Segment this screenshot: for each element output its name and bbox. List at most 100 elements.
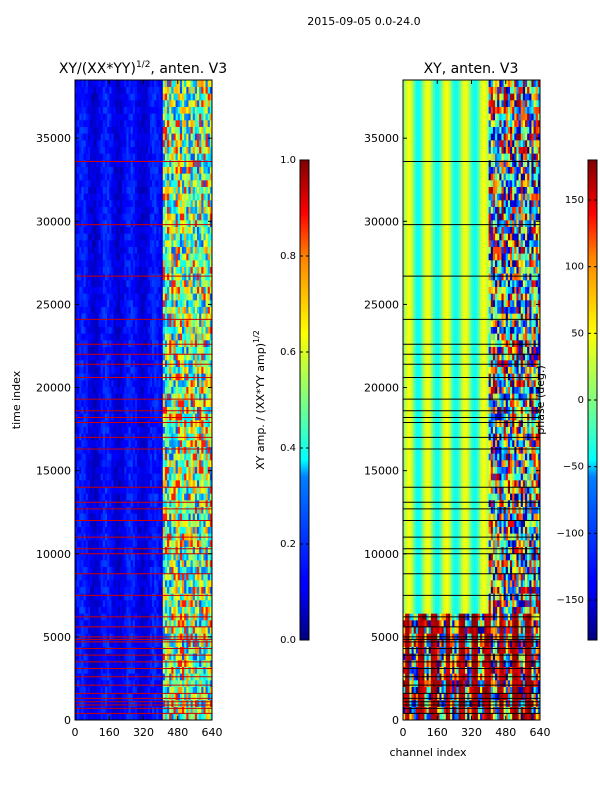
heatmap-cell <box>137 646 140 654</box>
heatmap-cell <box>190 360 194 367</box>
heatmap-cell <box>156 446 159 454</box>
heatmap-cell <box>171 346 174 354</box>
heatmap-cell <box>96 366 99 374</box>
heatmap-cell <box>169 226 172 234</box>
heatmap-cell <box>164 653 168 661</box>
heatmap-cell <box>162 400 166 407</box>
heatmap-cell <box>124 406 127 414</box>
heatmap-cell <box>132 413 136 421</box>
heatmap-cell <box>113 660 116 667</box>
heatmap-cell <box>75 473 78 481</box>
heatmap-cell <box>132 233 136 241</box>
heatmap-cell <box>149 466 153 474</box>
heatmap-cell <box>96 626 99 634</box>
heatmap-cell <box>194 313 198 321</box>
heatmap-cell <box>190 246 194 254</box>
heatmap-cell <box>98 486 101 494</box>
heatmap-cell <box>132 666 136 674</box>
heatmap-cell <box>192 413 196 421</box>
heatmap-cell <box>139 406 142 414</box>
heatmap-cell <box>96 393 99 401</box>
heatmap-cell <box>79 340 82 347</box>
heatmap-cell <box>85 560 89 567</box>
heatmap-cell <box>85 593 89 601</box>
heatmap-cell <box>190 693 194 701</box>
heatmap-cell <box>77 246 80 254</box>
heatmap-cell <box>205 200 209 207</box>
heatmap-cell <box>107 340 110 347</box>
heatmap-cell <box>152 700 155 707</box>
heatmap-cell <box>186 600 189 607</box>
heatmap-cell <box>85 373 89 381</box>
heatmap-cell <box>79 513 82 521</box>
heatmap-cell <box>169 266 172 274</box>
heatmap-cell <box>111 680 114 687</box>
heatmap-cell <box>145 280 149 287</box>
heatmap-cell <box>98 640 101 647</box>
heatmap-cell <box>167 593 170 601</box>
heatmap-cell <box>209 680 212 687</box>
heatmap-cell <box>192 506 196 514</box>
heatmap-cell <box>134 573 138 581</box>
heatmap-cell <box>96 573 99 581</box>
heatmap-cell <box>126 306 129 314</box>
heatmap-cell <box>134 500 138 507</box>
heatmap-cell <box>119 380 123 387</box>
heatmap-cell <box>169 293 172 301</box>
heatmap-cell <box>77 500 80 507</box>
heatmap-cell <box>134 566 138 574</box>
heatmap-cell <box>98 473 101 481</box>
heatmap-cell <box>194 206 198 214</box>
heatmap-cell <box>201 253 204 261</box>
heatmap-cell <box>119 453 123 461</box>
heatmap-cell <box>98 200 101 207</box>
heatmap-cell <box>83 473 87 481</box>
heatmap-cell <box>122 680 125 687</box>
heatmap-cell <box>175 553 179 561</box>
heatmap-cell <box>179 360 183 367</box>
heatmap-cell <box>167 660 170 667</box>
heatmap-cell <box>209 326 212 334</box>
heatmap-cell <box>96 593 99 601</box>
heatmap-cell <box>83 293 87 301</box>
heatmap-cell <box>199 353 202 361</box>
heatmap-cell <box>203 366 206 374</box>
heatmap-cell <box>201 473 204 481</box>
heatmap-cell <box>115 453 119 461</box>
heatmap-cell <box>96 326 99 334</box>
heatmap-cell <box>81 340 84 347</box>
heatmap-cell <box>173 400 176 407</box>
heatmap-cell <box>160 573 164 581</box>
heatmap-cell <box>164 346 168 354</box>
heatmap-cell <box>194 593 198 601</box>
heatmap-cell <box>173 660 176 667</box>
heatmap-cell <box>160 433 164 441</box>
heatmap-cell <box>167 326 170 334</box>
heatmap-cell <box>201 573 204 581</box>
heatmap-cell <box>184 486 187 494</box>
heatmap-cell <box>162 393 166 401</box>
heatmap-cell <box>100 426 104 434</box>
heatmap-cell <box>96 266 99 274</box>
heatmap-cell <box>109 640 112 647</box>
heatmap-cell <box>100 553 104 561</box>
heatmap-cell <box>92 320 95 327</box>
heatmap-cell <box>75 393 78 401</box>
heatmap-cell <box>128 320 131 327</box>
heatmap-cell <box>154 446 157 454</box>
heatmap-cell <box>87 353 91 361</box>
heatmap-cell <box>182 386 185 394</box>
heatmap-cell <box>124 206 127 214</box>
heatmap-cell <box>143 413 146 421</box>
heatmap-cell <box>158 233 161 241</box>
heatmap-cell <box>145 520 149 527</box>
heatmap-cell <box>152 500 155 507</box>
heatmap-cell <box>167 300 170 307</box>
heatmap-cell <box>94 666 97 674</box>
heatmap-cell <box>177 393 181 401</box>
heatmap-cell <box>158 220 161 227</box>
heatmap-cell <box>115 546 119 554</box>
heatmap-cell <box>111 686 114 694</box>
heatmap-cell <box>203 620 206 627</box>
heatmap-cell <box>177 566 181 574</box>
